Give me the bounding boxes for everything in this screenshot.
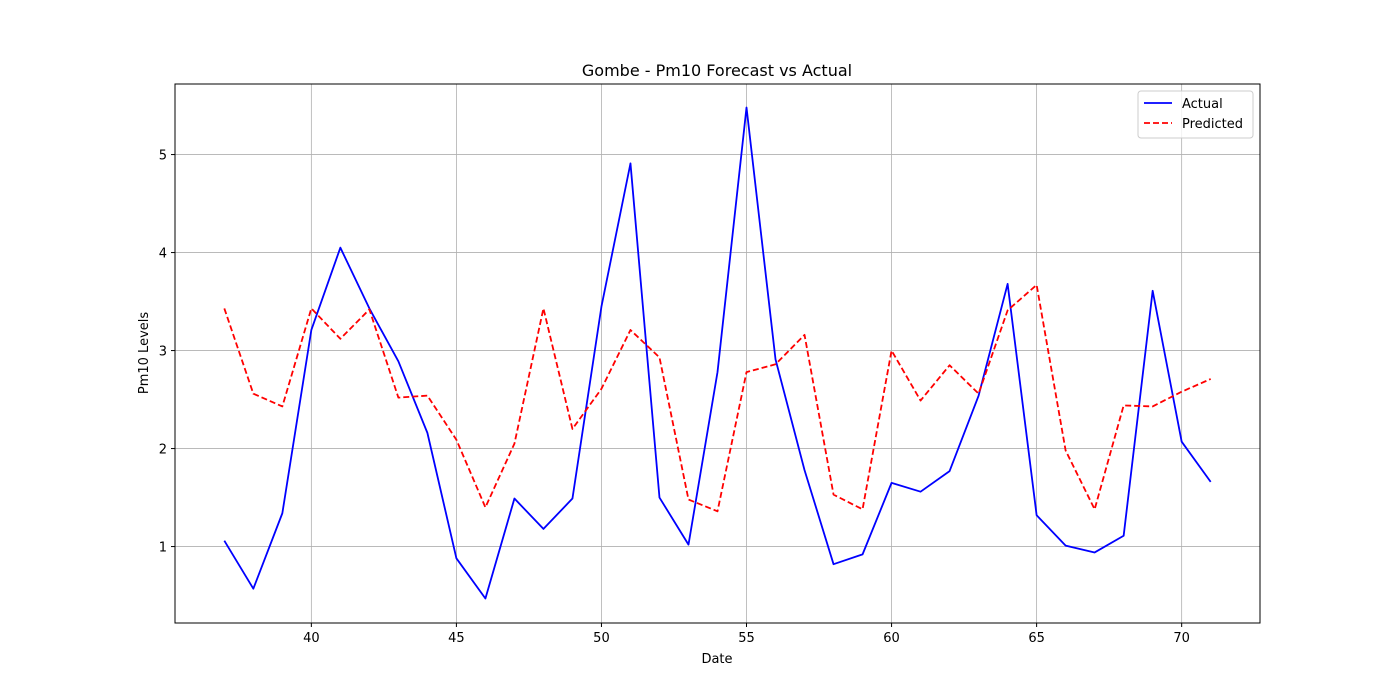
x-tick-label: 65 [1028,631,1045,646]
y-tick-label: 5 [159,149,167,164]
y-tick-label: 1 [159,541,167,556]
plot-frame [174,83,1261,624]
legend-actual-label: Actual [1182,97,1223,112]
y-axis-label: Pm10 Levels [137,312,152,394]
series-line-predicted [223,283,1212,513]
series-lines [223,106,1212,600]
x-tick-label: 40 [303,631,320,646]
x-axis-label: Date [701,652,732,667]
y-tick-label: 2 [159,443,167,458]
legend: Actual Predicted [1137,90,1254,139]
x-tick-label: 45 [448,631,465,646]
y-tick-label: 3 [159,345,167,360]
x-tick-label: 60 [883,631,900,646]
x-tick-label: 50 [593,631,610,646]
x-tick-label: 55 [738,631,755,646]
legend-predicted-label: Predicted [1182,117,1243,132]
x-tick-label: 70 [1173,631,1190,646]
y-tick-label: 4 [159,247,167,262]
chart-title: Gombe - Pm10 Forecast vs Actual [582,61,852,80]
series-line-actual [223,106,1212,600]
grid-lines [175,84,1260,623]
